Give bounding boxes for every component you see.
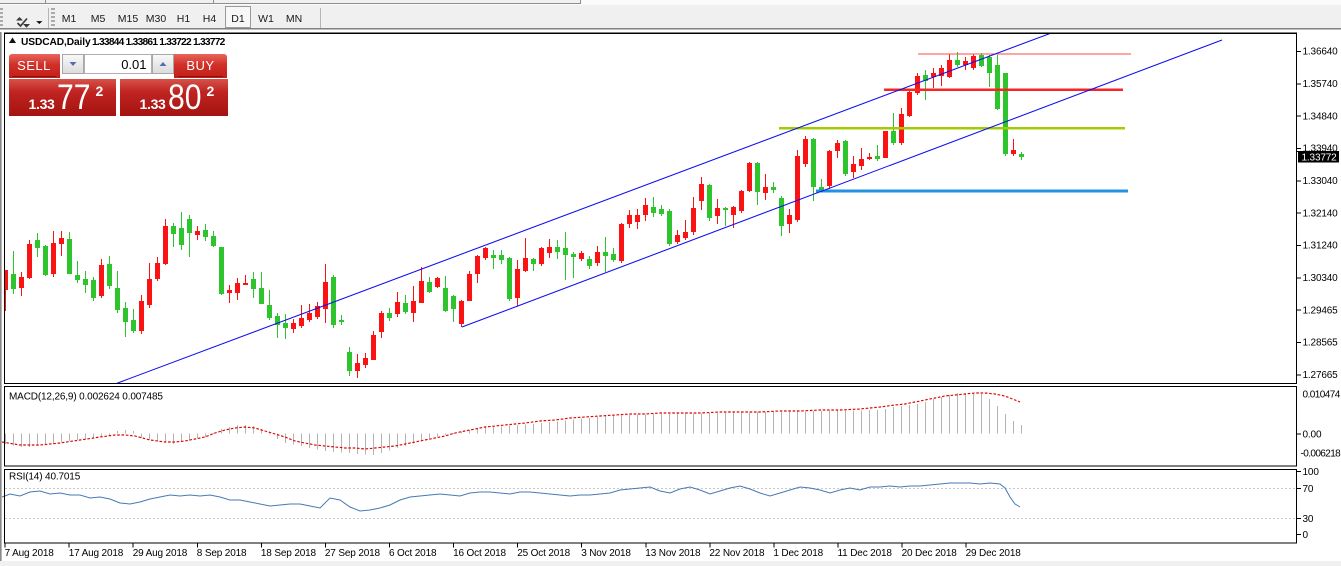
- svg-text:0.010474: 0.010474: [1303, 390, 1341, 401]
- svg-text:30: 30: [1303, 514, 1314, 525]
- svg-text:27 Sep 2018: 27 Sep 2018: [325, 548, 381, 559]
- svg-text:6 Oct 2018: 6 Oct 2018: [389, 548, 437, 559]
- svg-text:25 Oct 2018: 25 Oct 2018: [517, 548, 570, 559]
- svg-text:11 Dec 2018: 11 Dec 2018: [838, 548, 893, 559]
- svg-text:1.27665: 1.27665: [1303, 370, 1339, 381]
- svg-text:1.30340: 1.30340: [1303, 273, 1339, 284]
- svg-text:1.36640: 1.36640: [1303, 47, 1339, 58]
- svg-text:1 Dec 2018: 1 Dec 2018: [773, 548, 823, 559]
- svg-text:MACD(12,26,9) 0.002624 0.00748: MACD(12,26,9) 0.002624 0.007485: [9, 392, 163, 403]
- svg-text:70: 70: [1303, 484, 1314, 495]
- svg-text:7 Aug 2018: 7 Aug 2018: [5, 548, 55, 559]
- svg-text:16 Oct 2018: 16 Oct 2018: [453, 548, 506, 559]
- svg-text:29 Aug 2018: 29 Aug 2018: [133, 548, 188, 559]
- svg-text:0: 0: [1303, 530, 1309, 541]
- svg-text:1.33040: 1.33040: [1303, 176, 1339, 187]
- svg-text:RSI(14) 40.7015: RSI(14) 40.7015: [9, 472, 81, 483]
- svg-text:USDCAD,Daily: USDCAD,Daily: [21, 37, 91, 48]
- svg-text:1.29465: 1.29465: [1303, 305, 1339, 316]
- svg-text:-0.006218: -0.006218: [1301, 449, 1341, 460]
- svg-text:1.28565: 1.28565: [1303, 338, 1339, 349]
- svg-text:1.33772: 1.33772: [1302, 153, 1338, 164]
- svg-text:3 Nov 2018: 3 Nov 2018: [581, 548, 631, 559]
- svg-text:1.33940: 1.33940: [1303, 144, 1339, 155]
- svg-text:29 Dec 2018: 29 Dec 2018: [966, 548, 1022, 559]
- svg-text:1.35740: 1.35740: [1303, 79, 1339, 90]
- svg-text:1.32140: 1.32140: [1303, 208, 1339, 219]
- svg-text:20 Dec 2018: 20 Dec 2018: [902, 548, 958, 559]
- svg-text:1.31240: 1.31240: [1303, 241, 1339, 252]
- svg-text:0.00: 0.00: [1303, 430, 1322, 441]
- svg-text:18 Sep 2018: 18 Sep 2018: [261, 548, 317, 559]
- svg-text:1.33844 1.33861 1.33722 1.3377: 1.33844 1.33861 1.33722 1.33772: [92, 37, 226, 48]
- svg-text:100: 100: [1303, 467, 1320, 478]
- svg-text:13 Nov 2018: 13 Nov 2018: [645, 548, 701, 559]
- svg-text:8 Sep 2018: 8 Sep 2018: [197, 548, 247, 559]
- svg-text:1.34840: 1.34840: [1303, 111, 1339, 122]
- svg-text:22 Nov 2018: 22 Nov 2018: [709, 548, 765, 559]
- svg-text:17 Aug 2018: 17 Aug 2018: [69, 548, 124, 559]
